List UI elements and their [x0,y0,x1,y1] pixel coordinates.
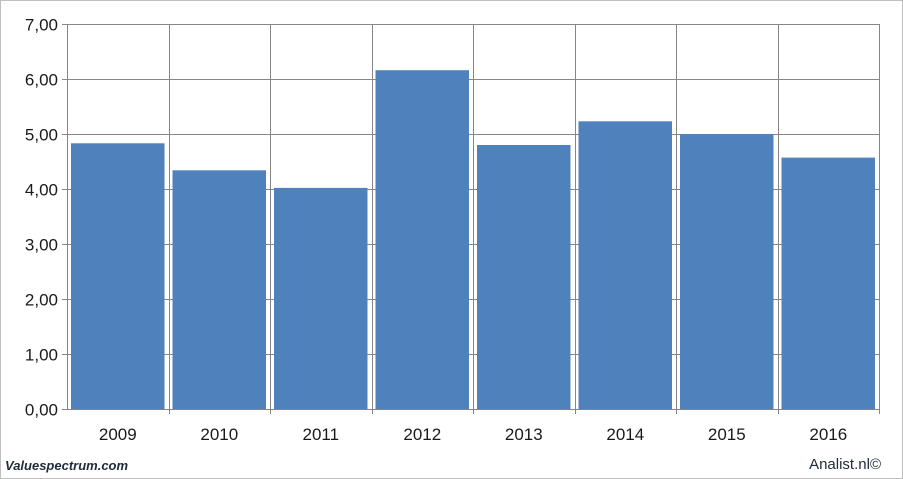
bar-2010 [172,170,266,409]
x-tick-label: 2015 [708,425,746,444]
x-tick-labels: 2009 2010 2011 2012 2013 2014 2015 2016 [99,425,847,444]
x-tick-label: 2012 [403,425,441,444]
bar-2009 [71,143,165,410]
x-tick-label: 2016 [809,425,847,444]
y-tick-label: 1,00 [25,346,58,365]
bar-2011 [274,187,368,409]
source-label: Valuespectrum.com [5,458,129,473]
x-tick-label: 2011 [303,425,340,444]
axes [62,24,880,414]
bar-2015 [680,134,774,409]
x-tick-label: 2013 [505,425,543,444]
bar-2012 [375,70,469,409]
bars [71,70,875,410]
x-tick-label: 2010 [200,425,238,444]
y-tick-label: 6,00 [25,71,58,90]
y-tick-label: 4,00 [25,181,58,200]
x-tick-label: 2009 [99,425,137,444]
bar-2016 [781,157,875,409]
y-tick-label: 0,00 [25,401,58,420]
y-tick-label: 2,00 [25,291,58,310]
y-tick-label: 3,00 [25,236,58,255]
y-tick-labels: 0,00 1,00 2,00 3,00 4,00 5,00 6,00 7,00 [25,16,58,420]
x-tick-label: 2014 [606,425,644,444]
y-tick-label: 7,00 [25,16,58,35]
bar-2014 [578,121,672,410]
bar-2013 [477,145,571,409]
y-tick-label: 5,00 [25,126,58,145]
copyright-label: Analist.nl© [809,456,881,473]
